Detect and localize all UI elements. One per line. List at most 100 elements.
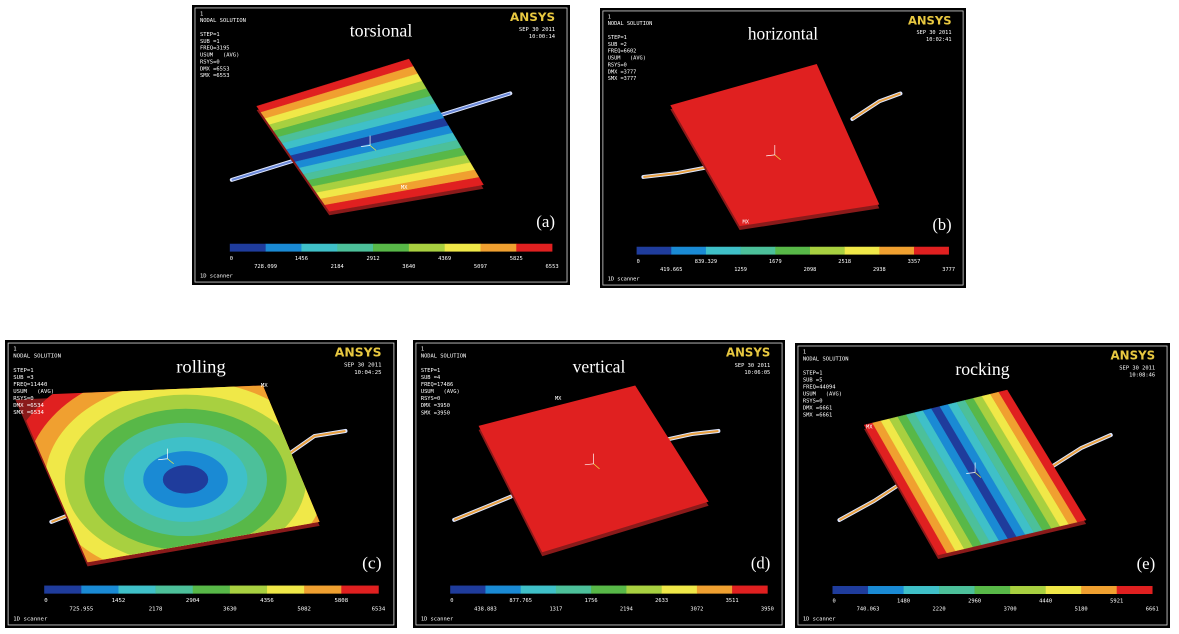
colorbar-label: 2184 [331,264,344,270]
header-line: STEP=1 [200,32,220,38]
footer: 1D scanner [200,274,234,280]
header-line: RSYS=0 [608,62,627,68]
logo: ANSYS [908,13,952,27]
header-line: STEP=1 [421,368,440,374]
header-line: USUM (AVG) [13,389,54,395]
colorbar-label: 1756 [585,598,598,604]
colorbar-swatch [304,586,341,594]
max-marker: MX [261,383,268,389]
header-line: SUB =5 [803,377,823,383]
max-marker: MX [401,185,408,191]
colorbar-label: 438.883 [474,606,497,612]
header-line: DMX =6661 [803,405,832,411]
colorbar-label: 0 [230,256,233,262]
colorbar-label: 0 [637,259,640,265]
header-line: USUM (AVG) [608,56,646,62]
colorbar-label: 1317 [549,606,562,612]
colorbar-label: 2912 [366,256,379,262]
colorbar-label: 3950 [761,606,774,612]
header-line: FREQ=6602 [608,49,637,55]
time: 10:06:05 [744,370,770,376]
colorbar-label: 3630 [223,606,237,612]
colorbar-swatch [845,247,880,255]
panel-title: horizontal [748,23,818,43]
colorbar-label: 3777 [942,267,955,273]
colorbar-swatch [337,244,373,252]
header-line: DMX =3777 [608,69,637,75]
colorbar-label: 5808 [334,598,348,604]
panel-title: torsional [350,21,413,41]
panel-label: (b) [932,215,951,234]
date: SEP 30 2011 [519,27,555,33]
header-line: SMX =6661 [803,412,832,418]
header-line: SMX =6553 [200,73,230,79]
date: SEP 30 2011 [917,30,952,36]
colorbar-label: 4369 [438,256,451,262]
header-line: FREQ=44094 [803,384,836,390]
colorbar-swatch [44,586,81,594]
panel-label: (a) [536,212,555,231]
logo: ANSYS [335,346,382,360]
panel-title: rolling [176,357,225,377]
colorbar-swatch [373,244,409,252]
max-marker: MX [743,220,750,226]
colorbar-swatch [450,586,486,594]
colorbar-swatch [868,586,904,594]
header-line: NODAL SOLUTION [200,18,246,24]
colorbar-swatch [1081,586,1117,594]
header-line: RSYS=0 [200,59,220,65]
colorbar-swatch [975,586,1011,594]
colorbar-swatch [626,586,662,594]
footer: 1D scanner [803,616,836,622]
colorbar-label: 1679 [769,259,782,265]
header-line: RSYS=0 [421,396,440,402]
colorbar-label: 5825 [510,256,523,262]
panel-title: rocking [955,359,1009,379]
colorbar-swatch [521,586,557,594]
colorbar-label: 3511 [726,598,739,604]
colorbar-label: 1452 [112,598,126,604]
colorbar-swatch [409,244,445,252]
footer: 1D scanner [421,616,454,622]
colorbar-label: 740.063 [857,606,880,612]
colorbar-label: 5097 [474,264,487,270]
date: SEP 30 2011 [344,363,382,369]
figure: MX1NODAL SOLUTIONSTEP=1SUB =1FREQ=3195US… [0,0,1179,630]
header-line: USUM (AVG) [421,389,460,395]
colorbar-swatch [341,586,378,594]
header-line: DMX =6534 [13,403,44,409]
colorbar-label: 2194 [620,606,634,612]
colorbar-swatch [697,586,733,594]
colorbar-swatch [591,586,627,594]
header-line: STEP=1 [608,35,627,41]
colorbar-swatch [741,247,776,255]
colorbar-swatch [732,586,768,594]
max-marker: MX [555,396,562,402]
colorbar-swatch [1046,586,1082,594]
colorbar-label: 6553 [546,264,559,270]
colorbar-swatch [939,586,975,594]
colorbar-label: 2220 [933,606,946,612]
colorbar-swatch [1010,586,1046,594]
colorbar-label: 725.955 [69,606,93,612]
header-line: NODAL SOLUTION [13,354,61,360]
colorbar-swatch [556,586,592,594]
colorbar-swatch [662,586,698,594]
plate-ring [163,465,208,493]
colorbar-label: 2178 [149,606,163,612]
colorbar-swatch [485,586,521,594]
colorbar-label: 3700 [1004,606,1017,612]
colorbar-label: 0 [833,598,836,604]
colorbar-label: 2960 [968,598,981,604]
panel-label: (c) [362,553,382,572]
header-line: STEP=1 [803,370,823,376]
colorbar-swatch [671,247,706,255]
header-line: SMX =3777 [608,76,637,82]
colorbar-label: 1259 [734,267,747,273]
colorbar-swatch [156,586,193,594]
colorbar-swatch [706,247,741,255]
colorbar-label: 2518 [838,259,851,265]
